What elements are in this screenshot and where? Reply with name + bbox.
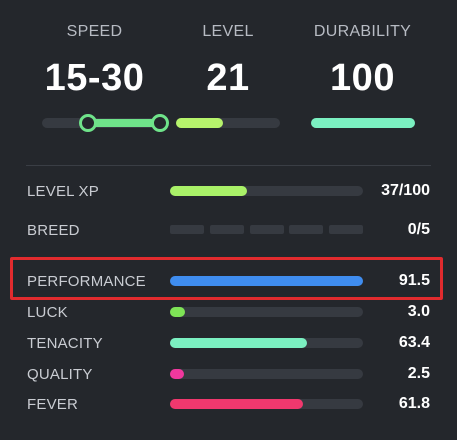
level-xp-bar-fill xyxy=(170,186,248,196)
breed-segment xyxy=(289,225,324,234)
speed-max-handle[interactable] xyxy=(150,114,169,132)
level-label: LEVEL xyxy=(202,23,254,40)
breed-segment xyxy=(170,225,204,234)
breed-segments xyxy=(170,225,363,235)
performance-value: 91.5 xyxy=(398,272,430,289)
fever-label: FEVER xyxy=(27,396,79,413)
level-xp-value: 37/100 xyxy=(381,182,430,199)
performance-bar xyxy=(170,276,363,286)
durability-bar xyxy=(311,118,415,128)
speed-min-handle[interactable] xyxy=(78,114,97,132)
level-value: 21 xyxy=(206,57,250,99)
tenacity-bar-fill xyxy=(170,338,308,348)
luck-bar-fill xyxy=(170,307,186,317)
tenacity-label: TENACITY xyxy=(27,335,103,352)
quality-bar-fill xyxy=(170,369,184,379)
tenacity-bar xyxy=(170,338,363,348)
speed-range-fill xyxy=(87,119,160,127)
speed-value: 15-30 xyxy=(44,57,145,99)
fever-value: 61.8 xyxy=(398,395,430,412)
tenacity-value: 63.4 xyxy=(398,334,430,351)
durability-bar-fill xyxy=(311,118,415,128)
breed-segment xyxy=(209,225,244,234)
durability-label: DURABILITY xyxy=(313,23,412,40)
level-bar-fill xyxy=(176,118,223,128)
speed-label: SPEED xyxy=(66,23,123,40)
performance-bar-fill xyxy=(170,276,363,286)
section-divider xyxy=(26,165,431,166)
quality-label: QUALITY xyxy=(27,366,93,383)
level-xp-label: LEVEL XP xyxy=(27,183,99,200)
performance-label: PERFORMANCE xyxy=(27,273,146,290)
luck-label: LUCK xyxy=(27,304,68,321)
level-bar xyxy=(176,118,280,128)
luck-value: 3.0 xyxy=(407,303,430,320)
quality-value: 2.5 xyxy=(407,365,430,382)
level-xp-bar xyxy=(170,186,363,196)
speed-range-slider[interactable] xyxy=(42,114,169,132)
fever-bar-fill xyxy=(170,399,304,409)
quality-bar xyxy=(170,369,363,379)
durability-value: 100 xyxy=(330,57,395,99)
fever-bar xyxy=(170,399,363,409)
breed-segment xyxy=(329,225,363,234)
luck-bar xyxy=(170,307,363,317)
breed-segment xyxy=(249,225,284,234)
breed-value: 0/5 xyxy=(407,221,430,238)
performance-highlight-box xyxy=(10,257,443,300)
breed-label: BREED xyxy=(27,222,80,239)
